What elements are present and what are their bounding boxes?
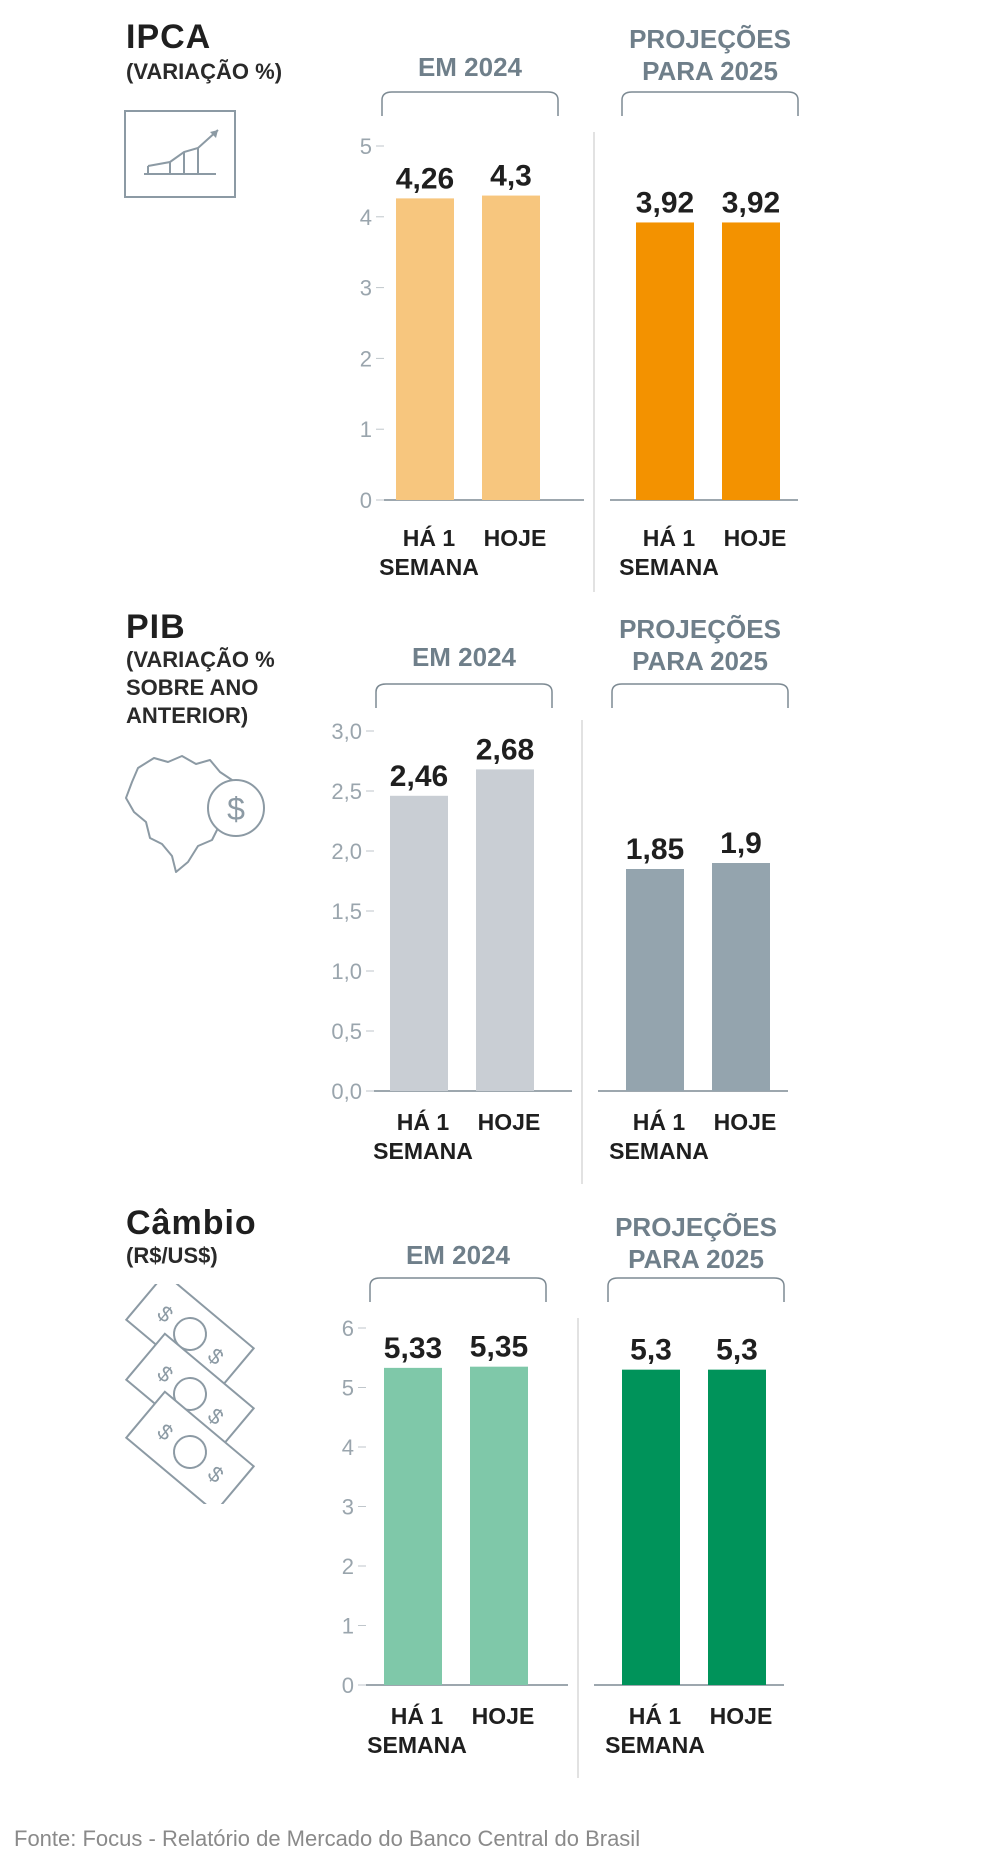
y-tick-label: 0,5 [331, 1019, 362, 1044]
data-label: 5,3 [630, 1334, 672, 1367]
y-tick-label: 0,0 [331, 1079, 362, 1104]
group-label: PROJEÇÕES PARA 2025 [629, 24, 791, 86]
y-tick-label: 1 [342, 1614, 354, 1639]
group-bracket [381, 91, 559, 116]
brazil-map-dollar-icon: $ [120, 746, 270, 881]
category-label: HÁ 1 SEMANA [367, 1702, 467, 1758]
data-label: 4,3 [490, 160, 532, 193]
svg-text:$: $ [227, 791, 245, 827]
data-label: 5,33 [384, 1332, 442, 1365]
y-tick-label: 4 [342, 1435, 354, 1460]
data-label: 1,85 [626, 833, 684, 866]
group-label: PROJEÇÕES PARA 2025 [615, 1212, 777, 1274]
pib-title: PIB [126, 608, 186, 646]
cambio-subtitle: (R$/US$) [126, 1243, 218, 1268]
y-tick-label: 1,5 [331, 899, 362, 924]
category-label: HOJE [724, 525, 787, 551]
y-tick-label: 1,0 [331, 959, 362, 984]
data-label: 5,3 [716, 1334, 758, 1367]
y-tick-label: 5 [342, 1376, 354, 1401]
bar [396, 198, 454, 500]
y-tick-label: 2,5 [331, 779, 362, 804]
bar [384, 1367, 442, 1685]
group-label: EM 2024 [406, 1240, 511, 1270]
data-label: 3,92 [636, 186, 694, 219]
group-bracket [607, 1277, 785, 1302]
pib-subtitle: (VARIAÇÃO % SOBRE ANO ANTERIOR) [126, 647, 275, 728]
bar [636, 222, 694, 501]
category-label: HÁ 1 SEMANA [373, 1108, 473, 1164]
data-label: 4,26 [396, 162, 454, 195]
bar [708, 1369, 766, 1685]
data-label: 1,9 [720, 827, 762, 860]
category-label: HOJE [710, 1703, 773, 1729]
bar [712, 863, 770, 1091]
category-label: HOJE [472, 1703, 535, 1729]
category-label: HOJE [478, 1109, 541, 1135]
cambio-chart: 0 1 2 3 4 5 6 EM 2024 5,33 HÁ 1 SEMANA 5,35 HOJE PROJ… [342, 1212, 785, 1778]
y-tick-label: 5 [360, 134, 372, 159]
y-tick-label: 3,0 [331, 719, 362, 744]
cambio-title: Câmbio [126, 1204, 257, 1242]
y-tick-label: 2,0 [331, 839, 362, 864]
group-bracket [369, 1277, 547, 1302]
group-bracket [611, 683, 789, 708]
category-label: HÁ 1 SEMANA [379, 524, 479, 580]
bar [482, 195, 540, 500]
line-chart-icon [124, 110, 236, 203]
bar [476, 769, 534, 1091]
bar [390, 795, 448, 1091]
data-label: 2,46 [390, 760, 448, 793]
y-tick-label: 1 [360, 417, 372, 442]
category-label: HOJE [484, 525, 547, 551]
data-label: 5,35 [470, 1331, 528, 1364]
group-bracket [621, 91, 799, 116]
y-tick-label: 4 [360, 205, 372, 230]
ipca-title: IPCA [126, 18, 212, 56]
cambio-panel: Câmbio (R$/US$) $ $ $ $ [120, 1204, 785, 1778]
bar [622, 1369, 680, 1685]
group-label: EM 2024 [412, 642, 517, 672]
ipca-subtitle: (VARIAÇÃO %) [126, 59, 283, 84]
y-tick-label: 3 [360, 276, 372, 301]
category-label: HÁ 1 SEMANA [605, 1702, 705, 1758]
group-label: EM 2024 [418, 52, 523, 82]
source-note: Fonte: Focus - Relatório de Mercado do B… [14, 1826, 641, 1851]
data-label: 2,68 [476, 733, 534, 766]
pib-panel: PIB (VARIAÇÃO % SOBRE ANO ANTERIOR) $ 0,… [120, 608, 789, 1184]
y-tick-label: 0 [342, 1673, 354, 1698]
banknotes-icon: $ $ $ $ $ $ [120, 1272, 260, 1514]
bar [626, 869, 684, 1091]
y-tick-label: 0 [360, 488, 372, 513]
bar [470, 1366, 528, 1685]
group-label: PROJEÇÕES PARA 2025 [619, 614, 781, 676]
pib-chart: 0,0 0,5 1,0 1,5 2,0 2,5 3,0 EM 2024 2,46 HÁ 1 SEMA… [331, 614, 789, 1184]
ipca-chart: 0 1 2 3 4 5 EM 2024 4,26 HÁ 1 SEMANA 4,3 HOJE PROJEÇ… [360, 24, 799, 592]
group-bracket [375, 683, 553, 708]
y-tick-label: 6 [342, 1316, 354, 1341]
y-tick-label: 2 [360, 346, 372, 371]
category-label: HOJE [714, 1109, 777, 1135]
bar [722, 222, 780, 501]
category-label: HÁ 1 SEMANA [619, 524, 719, 580]
y-tick-label: 2 [342, 1554, 354, 1579]
y-tick-label: 3 [342, 1495, 354, 1520]
data-label: 3,92 [722, 186, 780, 219]
category-label: HÁ 1 SEMANA [609, 1108, 709, 1164]
